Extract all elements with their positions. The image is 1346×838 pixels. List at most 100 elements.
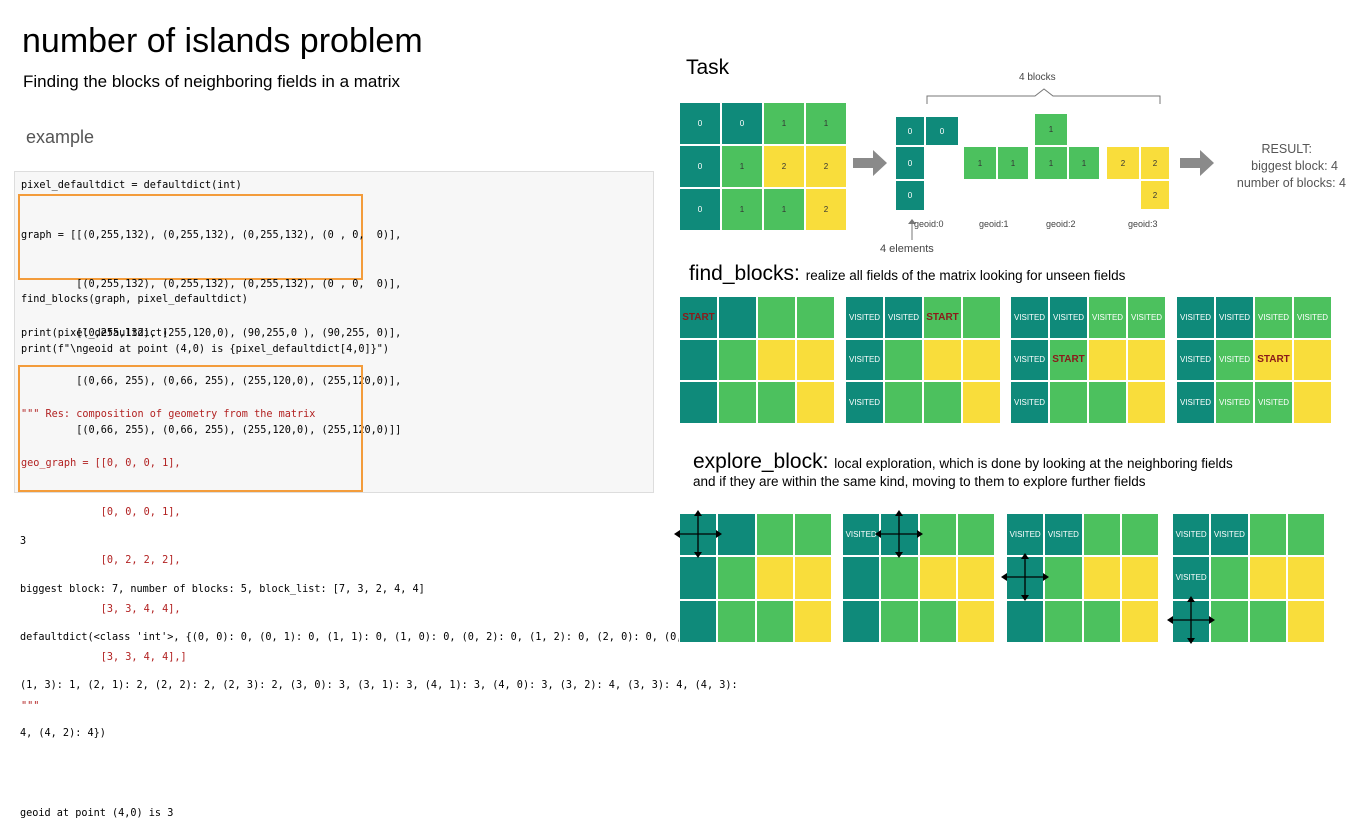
grid-cell: 0 [721, 102, 763, 145]
matrix-cell [956, 513, 995, 557]
visited-label: VISITED [1257, 398, 1290, 408]
matrix-cell [1248, 513, 1287, 557]
output-line: 4, (4, 2): 4}) [20, 728, 106, 739]
grid-cell: 0 [679, 188, 721, 231]
grid-cell: 1 [721, 188, 763, 231]
matrix-cell: VISITED [1254, 296, 1293, 339]
matrix-cell: VISITED [1044, 513, 1083, 557]
code-line-print1: print(pixel_defaultdict) [21, 328, 169, 339]
grid-cell: 0 [679, 145, 721, 188]
matrix-cell: VISITED [1210, 513, 1249, 557]
matrix-cell [956, 599, 995, 643]
matrix-cell [1293, 338, 1332, 382]
matrix-cell [755, 556, 794, 600]
matrix-cell [1006, 599, 1045, 643]
matrix-cell [793, 513, 832, 557]
result-biggest: biggest block: 4 [1251, 159, 1338, 173]
result-line: [0, 0, 0, 1], [21, 506, 181, 518]
explore-block-desc2: and if they are within the same kind, mo… [693, 474, 1146, 489]
grid-cell: 2 [763, 145, 805, 188]
matrix-cell [1082, 513, 1121, 557]
visited-label: VISITED [1179, 398, 1212, 408]
matrix-cell [1082, 599, 1121, 643]
task-heading: Task [686, 56, 730, 79]
matrix-cell: START [679, 296, 718, 339]
code-line-call: find_blocks(graph, pixel_defaultdict) [21, 294, 248, 305]
output-line: biggest block: 7, number of blocks: 5, b… [20, 584, 425, 595]
explore-block-title: explore_block: [693, 450, 829, 473]
matrix-cell: VISITED [845, 296, 884, 339]
matrix-cell [793, 556, 832, 600]
matrix-cell [757, 338, 796, 382]
visited-label: VISITED [1257, 312, 1290, 322]
code-output: 3 biggest block: 7, number of blocks: 5,… [20, 502, 738, 838]
output-line: (1, 3): 1, (2, 1): 2, (2, 2): 2, (2, 3):… [20, 680, 738, 691]
output-line: 3 [20, 536, 27, 547]
result-line: [0, 2, 2, 2], [21, 555, 181, 567]
matrix-cell: VISITED [1176, 296, 1215, 339]
matrix-cell: START [1049, 338, 1088, 382]
find-blocks-grid: VISITED VISITED START VISITED VISITED [845, 296, 1001, 424]
task-grid: 0 0 1 1 0 1 2 2 0 1 1 2 [679, 102, 847, 231]
find-blocks-desc: realize all fields of the matrix looking… [805, 268, 1126, 283]
matrix-cell [1088, 338, 1127, 382]
explore-block-grid: VISITED VISITED VISITED [1167, 513, 1325, 644]
find-blocks-heading: find_blocks: realize all fields of the m… [689, 262, 1125, 286]
matrix-cell [755, 599, 794, 643]
move-arrows-icon [1167, 596, 1215, 644]
matrix-cell: VISITED [1215, 381, 1254, 424]
result-line: """ Res: composition of geometry from th… [21, 409, 316, 421]
matrix-cell [1210, 556, 1249, 600]
matrix-cell [679, 556, 718, 600]
matrix-cell: VISITED [884, 296, 923, 339]
visited-label: VISITED [1179, 312, 1212, 322]
grid-cell: 0 [679, 102, 721, 145]
find-blocks-grid: START [679, 296, 835, 424]
grid-cell: 1 [763, 102, 805, 145]
matrix-cell: VISITED [1176, 338, 1215, 382]
matrix-cell [1049, 381, 1088, 424]
visited-label: VISITED [1296, 312, 1329, 322]
matrix-cell: VISITED [1172, 513, 1211, 557]
matrix-cell: VISITED [1010, 381, 1049, 424]
matrix-cell [880, 556, 919, 600]
explore-block-grid: VISITED [842, 510, 995, 643]
matrix-cell [1082, 556, 1121, 600]
geoid2-cell: 1 [1034, 146, 1068, 180]
matrix-cell [793, 599, 832, 643]
matrix-cell [962, 338, 1001, 382]
grid-cell: 1 [721, 145, 763, 188]
output-line: geoid at point (4,0) is 3 [20, 808, 174, 819]
find-blocks-grid: VISITED VISITED VISITED VISITED VISITED START… [1010, 296, 1166, 424]
visited-label: VISITED [1218, 312, 1251, 322]
find-blocks-grid: VISITED VISITED VISITED VISITED VISITED VISIT… [1176, 296, 1332, 424]
matrix-cell: VISITED [845, 338, 884, 382]
geoid-label: geoid:2 [1046, 219, 1076, 229]
matrix-cell [918, 599, 957, 643]
matrix-cell: VISITED [1172, 556, 1211, 600]
right-arrow-icon [1180, 150, 1214, 176]
matrix-cell [1044, 556, 1083, 600]
start-label: START [682, 311, 715, 323]
visited-label: VISITED [848, 355, 881, 365]
result-line: geo_graph = [[0, 0, 0, 1], [21, 458, 181, 470]
move-arrows-icon [875, 510, 923, 558]
blocks-count-label: 4 blocks [1019, 72, 1056, 83]
visited-label: VISITED [1013, 312, 1046, 322]
geoid-label: geoid:3 [1128, 219, 1158, 229]
matrix-cell: VISITED [1215, 338, 1254, 382]
matrix-cell [1286, 513, 1325, 557]
geoid3-cell: 2 [1140, 146, 1170, 180]
grid-cell: 2 [805, 188, 847, 231]
matrix-cell [1120, 513, 1159, 557]
page-title: number of islands problem [22, 22, 423, 60]
matrix-cell: START [923, 296, 962, 339]
visited-label: VISITED [1091, 312, 1124, 322]
matrix-cell [880, 599, 919, 643]
visited-label: VISITED [1213, 530, 1245, 540]
matrix-cell: VISITED [1176, 381, 1215, 424]
matrix-cell [1120, 599, 1159, 643]
matrix-cell [717, 556, 756, 600]
matrix-cell [679, 381, 718, 424]
matrix-cell: START [1254, 338, 1293, 382]
